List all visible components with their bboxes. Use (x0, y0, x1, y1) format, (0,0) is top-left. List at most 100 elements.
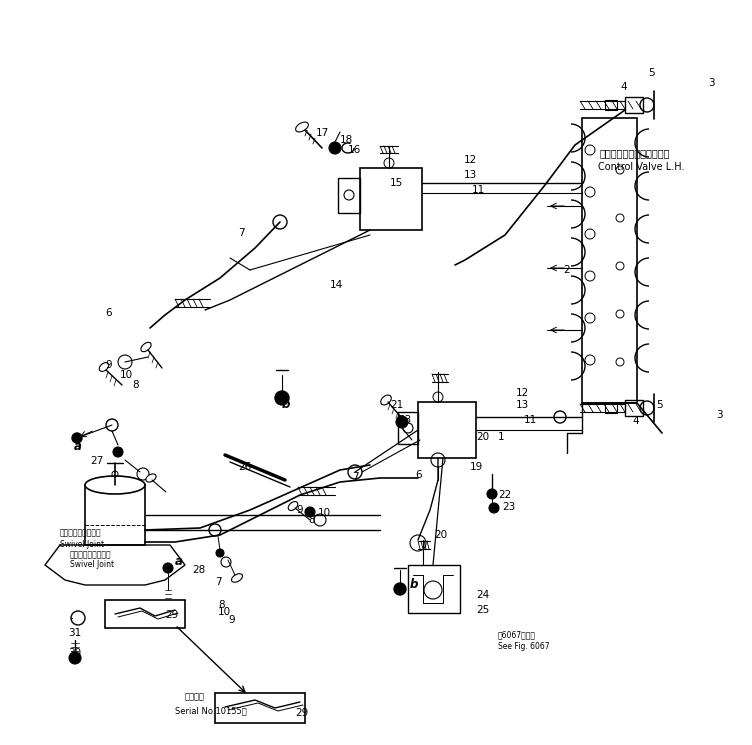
Circle shape (163, 563, 173, 573)
Bar (408, 565, 460, 613)
Text: 24: 24 (476, 590, 490, 600)
Text: 9: 9 (228, 615, 235, 625)
Text: 2: 2 (563, 265, 569, 275)
Circle shape (489, 503, 499, 513)
Bar (85, 485, 145, 545)
Text: 18: 18 (340, 135, 353, 145)
Circle shape (106, 419, 118, 431)
Text: 11: 11 (524, 415, 537, 425)
Circle shape (273, 215, 287, 229)
Text: 14: 14 (330, 280, 343, 290)
Text: 20: 20 (434, 530, 447, 540)
Text: 5: 5 (648, 68, 655, 78)
Text: 通用号数: 通用号数 (185, 692, 205, 701)
Text: Swivel Joint: Swivel Joint (60, 540, 104, 549)
Bar (338, 178, 360, 213)
Text: 15: 15 (390, 178, 403, 188)
Text: 12: 12 (464, 155, 478, 165)
Text: 7: 7 (215, 577, 222, 587)
Bar (418, 402, 476, 458)
Text: 25: 25 (476, 605, 490, 615)
Bar (625, 400, 643, 416)
Ellipse shape (296, 122, 308, 132)
Circle shape (113, 447, 123, 457)
Text: 8: 8 (132, 380, 138, 390)
Circle shape (396, 416, 408, 428)
Text: Swivel Joint: Swivel Joint (70, 560, 114, 569)
Ellipse shape (99, 363, 109, 372)
Text: 3: 3 (708, 78, 714, 88)
Text: 10: 10 (318, 508, 331, 518)
Ellipse shape (146, 474, 156, 482)
Text: 9: 9 (296, 505, 302, 515)
Text: 20: 20 (476, 432, 489, 442)
Bar (105, 600, 185, 628)
Circle shape (216, 549, 224, 557)
Text: 5: 5 (656, 400, 663, 410)
Text: Serial No.10155～: Serial No.10155～ (175, 706, 247, 715)
Text: コントロールバルブ　左側: コントロールバルブ 左側 (600, 148, 671, 158)
Text: スイベルジョイント: スイベルジョイント (60, 528, 102, 537)
Text: a: a (74, 440, 82, 453)
Bar (605, 403, 617, 413)
Text: 29: 29 (165, 610, 178, 620)
Text: b: b (410, 578, 418, 591)
Text: 1: 1 (498, 432, 505, 442)
Text: See Fig. 6067: See Fig. 6067 (498, 642, 550, 651)
Bar (215, 693, 305, 723)
Text: b: b (282, 398, 290, 411)
Bar (625, 97, 643, 113)
Text: 9: 9 (105, 360, 111, 370)
Text: 22: 22 (498, 490, 511, 500)
Text: a: a (175, 555, 183, 568)
Text: 17: 17 (316, 128, 329, 138)
Text: 30: 30 (68, 648, 81, 658)
Text: 10: 10 (218, 607, 231, 617)
Circle shape (348, 465, 362, 479)
Bar (398, 412, 418, 444)
Text: 8: 8 (218, 600, 225, 610)
Text: スイベルジョイント: スイベルジョイント (70, 550, 111, 559)
Text: 31: 31 (68, 628, 81, 638)
Circle shape (275, 391, 289, 405)
Circle shape (305, 507, 315, 517)
Text: 12: 12 (516, 388, 529, 398)
Circle shape (394, 583, 406, 595)
Text: 19: 19 (470, 462, 484, 472)
Circle shape (329, 142, 341, 154)
Ellipse shape (288, 501, 298, 510)
Circle shape (72, 433, 82, 443)
Bar (582, 118, 637, 403)
Text: 7: 7 (352, 472, 359, 482)
Text: 29: 29 (295, 708, 308, 718)
Text: Control Valve L.H.: Control Valve L.H. (598, 162, 684, 172)
Circle shape (209, 524, 221, 536)
Text: 6: 6 (105, 308, 111, 318)
Text: 4: 4 (620, 82, 626, 92)
Text: 21: 21 (390, 400, 403, 410)
Text: 27: 27 (90, 456, 103, 466)
Ellipse shape (232, 574, 242, 583)
Text: 16: 16 (348, 145, 361, 155)
Text: 3: 3 (716, 410, 723, 420)
Ellipse shape (85, 476, 145, 494)
Text: 6: 6 (415, 470, 422, 480)
Text: 13: 13 (464, 170, 478, 180)
Text: 26: 26 (238, 462, 251, 472)
Ellipse shape (141, 342, 151, 352)
Circle shape (69, 652, 81, 664)
Text: 10: 10 (120, 370, 133, 380)
Text: 8: 8 (308, 515, 314, 525)
Text: 7: 7 (238, 228, 244, 238)
Ellipse shape (381, 395, 391, 405)
Text: 4: 4 (632, 416, 638, 426)
Text: 図6067図参照: 図6067図参照 (498, 630, 536, 639)
Text: 28: 28 (192, 565, 205, 575)
Bar (360, 168, 422, 230)
Text: 13: 13 (516, 400, 529, 410)
Text: 23: 23 (502, 502, 515, 512)
Bar (605, 100, 617, 110)
Circle shape (487, 489, 497, 499)
Text: 23: 23 (398, 415, 411, 425)
Text: 11: 11 (472, 185, 485, 195)
